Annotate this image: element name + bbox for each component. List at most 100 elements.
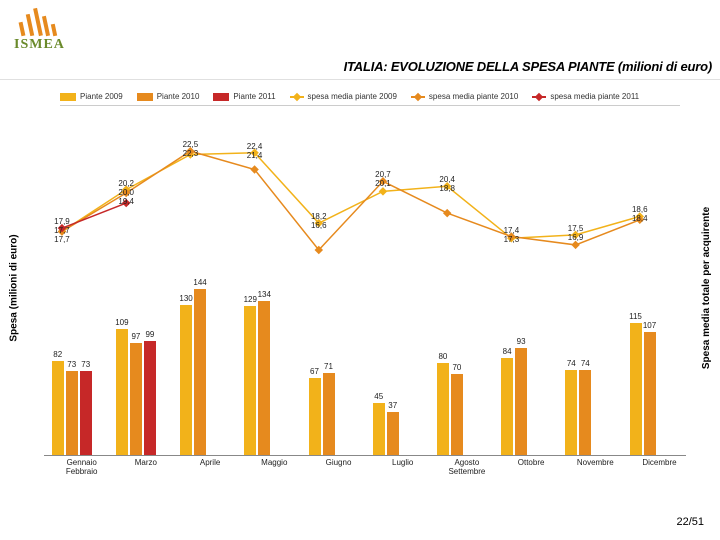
- y-axis-left-label: Spesa (milioni di euro): [9, 234, 20, 341]
- line-value-label: 21,4: [247, 151, 263, 160]
- category-label: Maggio: [239, 459, 309, 468]
- category-label: GennaioFebbraio: [47, 459, 117, 477]
- bar-group: 1099799Marzo: [116, 120, 165, 455]
- bar: [80, 371, 92, 455]
- bar-value-label: 107: [640, 321, 660, 330]
- bar-value-label: 99: [140, 330, 160, 339]
- bar: [244, 306, 256, 455]
- line-value-label: 18,8: [439, 184, 455, 193]
- bar: [258, 301, 270, 455]
- page-title: ITALIA: EVOLUZIONE DELLA SPESA PIANTE (m…: [344, 59, 712, 74]
- line-value-label: 18,4: [632, 214, 648, 223]
- bar: [66, 371, 78, 455]
- legend-item: spesa media piante 2011: [532, 92, 639, 101]
- line-value-label: 20,1: [375, 179, 391, 188]
- y-axis-right-label: Spesa media totale per acquirente: [701, 207, 712, 369]
- legend-line-swatch: [290, 96, 304, 98]
- line-value-label: 16,9: [568, 233, 584, 242]
- bar: [130, 343, 142, 455]
- category-label: Giugno: [304, 459, 374, 468]
- bar-value-label: 109: [112, 318, 132, 327]
- bar-value-label: 73: [76, 360, 96, 369]
- bar: [309, 378, 321, 455]
- bar-group: 115107Dicembre: [630, 120, 679, 455]
- chart: Spesa (milioni di euro) Spesa media tota…: [0, 86, 720, 490]
- legend-item: spesa media piante 2009: [290, 92, 397, 101]
- bar-value-label: 130: [176, 294, 196, 303]
- bar-group: 6771Giugno: [309, 120, 358, 455]
- legend-swatch: [60, 93, 76, 101]
- legend-item: spesa media piante 2010: [411, 92, 518, 101]
- bar: [116, 329, 128, 455]
- bar: [451, 374, 463, 455]
- bar-value-label: 71: [319, 362, 339, 371]
- line-value-label: 16,6: [311, 221, 327, 230]
- legend: Piante 2009 Piante 2010 Piante 2011 spesa m…: [60, 92, 680, 106]
- line-value-label: 18,2: [311, 212, 327, 221]
- line-value-label: 20,2: [118, 179, 134, 188]
- line-value-label: 20,7: [375, 170, 391, 179]
- line-value-label: 22,3: [183, 149, 199, 158]
- bar: [579, 370, 591, 455]
- bar-group: 7474Novembre: [565, 120, 614, 455]
- line-value-label: 17,7: [54, 226, 70, 235]
- legend-label: Piante 2010: [157, 92, 200, 101]
- plot-area: 827373GennaioFebbraio 1099799Marzo 130144A…: [44, 120, 686, 456]
- line-value-label: 20,4: [439, 175, 455, 184]
- bar: [565, 370, 577, 455]
- bar: [630, 323, 642, 455]
- legend-item: Piante 2011: [213, 92, 275, 101]
- bar-group: 8070AgostoSettembre: [437, 120, 486, 455]
- line-value-label: 20,0: [118, 188, 134, 197]
- legend-item: Piante 2010: [137, 92, 200, 101]
- bar: [144, 341, 156, 455]
- bar: [52, 361, 64, 455]
- bar: [387, 412, 399, 455]
- line-value-label: 17,3: [504, 235, 520, 244]
- bar-value-label: 45: [369, 392, 389, 401]
- legend-line-swatch: [532, 96, 546, 98]
- category-label: Marzo: [111, 459, 181, 468]
- bar: [644, 332, 656, 455]
- logo: ISMEA: [14, 4, 92, 57]
- title-bar: ITALIA: EVOLUZIONE DELLA SPESA PIANTE (m…: [0, 54, 720, 80]
- category-label: Luglio: [368, 459, 438, 468]
- bar-value-label: 115: [626, 312, 646, 321]
- legend-label: Piante 2009: [80, 92, 123, 101]
- line-value-label: 17,7: [54, 235, 70, 244]
- line-value-label: 17,5: [568, 224, 584, 233]
- category-label: Dicembre: [625, 459, 695, 468]
- legend-item: Piante 2009: [60, 92, 123, 101]
- bar-value-label: 134: [254, 290, 274, 299]
- svg-text:ISMEA: ISMEA: [14, 37, 65, 52]
- bar-value-label: 82: [48, 350, 68, 359]
- line-value-label: 17,4: [504, 226, 520, 235]
- bar: [515, 348, 527, 455]
- bar-value-label: 74: [575, 359, 595, 368]
- line-value-label: 18,6: [632, 205, 648, 214]
- legend-swatch: [137, 93, 153, 101]
- bar-value-label: 80: [433, 352, 453, 361]
- bar-value-label: 37: [383, 401, 403, 410]
- bar-value-label: 70: [447, 363, 467, 372]
- bar-group: 130144Aprile: [180, 120, 229, 455]
- legend-swatch: [213, 93, 229, 101]
- bar-value-label: 144: [190, 278, 210, 287]
- bar-group: 129134Maggio: [244, 120, 293, 455]
- category-label: AgostoSettembre: [432, 459, 502, 477]
- legend-label: Piante 2011: [233, 92, 275, 101]
- line-value-label: 19,4: [118, 197, 134, 206]
- legend-line-swatch: [411, 96, 425, 98]
- legend-label: spesa media piante 2010: [429, 92, 518, 101]
- bar: [373, 403, 385, 455]
- line-value-label: 17,9: [54, 217, 70, 226]
- line-value-label: 22,5: [183, 140, 199, 149]
- bar: [323, 373, 335, 455]
- bar: [437, 363, 449, 455]
- bar: [501, 358, 513, 455]
- bar-group: 827373GennaioFebbraio: [52, 120, 101, 455]
- category-label: Aprile: [175, 459, 245, 468]
- bar: [180, 305, 192, 455]
- bar-group: 8493Ottobre: [501, 120, 550, 455]
- category-label: Ottobre: [496, 459, 566, 468]
